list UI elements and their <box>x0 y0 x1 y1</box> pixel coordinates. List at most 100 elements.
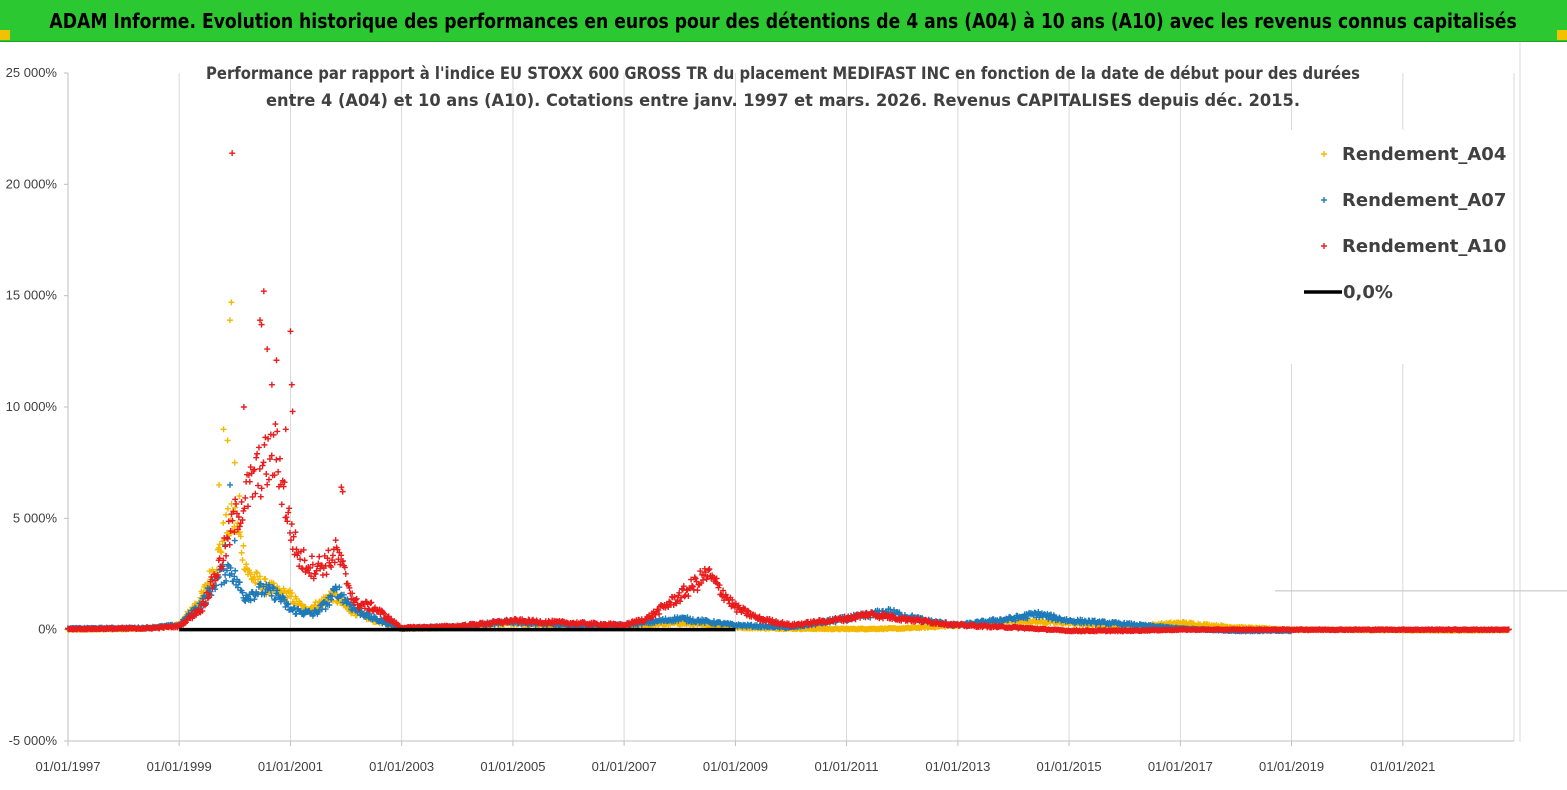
data-point-peak <box>236 493 243 500</box>
data-point <box>223 567 230 574</box>
data-point <box>238 549 245 556</box>
data-point <box>215 544 222 551</box>
data-point <box>252 579 259 586</box>
data-point <box>251 573 258 580</box>
data-points <box>65 150 1512 635</box>
data-point <box>350 602 357 609</box>
data-point <box>270 585 277 592</box>
data-point <box>272 596 279 603</box>
data-point <box>266 581 273 588</box>
series-A10 <box>65 150 1512 635</box>
data-point <box>291 604 298 611</box>
data-point <box>268 592 275 599</box>
x-tick-label: 01/01/2013 <box>925 759 990 774</box>
y-tick-labels: -5 000%0%5 000%10 000%15 000%20 000%25 0… <box>6 65 68 748</box>
data-point <box>227 564 234 571</box>
data-point <box>255 576 262 583</box>
data-point <box>226 530 233 537</box>
data-point <box>333 598 340 605</box>
performance-chart: -5 000%0%5 000%10 000%15 000%20 000%25 0… <box>0 42 1567 790</box>
data-point-peak <box>220 426 227 433</box>
data-point <box>243 561 250 568</box>
chart-title-line: Performance par rapport à l'indice EU ST… <box>206 64 1360 84</box>
data-point <box>311 602 318 609</box>
x-tick-label: 01/01/2019 <box>1259 759 1324 774</box>
legend-label: Rendement_A04 <box>1342 144 1506 165</box>
data-point <box>247 571 254 578</box>
data-point <box>1048 611 1055 618</box>
data-point-peak <box>231 537 238 544</box>
data-point <box>236 579 243 586</box>
data-point <box>1035 608 1042 615</box>
data-point <box>220 519 227 526</box>
data-point <box>204 595 211 602</box>
data-point <box>231 573 238 580</box>
x-tick-label: 01/01/2007 <box>592 759 657 774</box>
legend-label: Rendement_A10 <box>1342 236 1506 257</box>
data-point <box>334 594 341 601</box>
data-point <box>253 569 260 576</box>
data-point <box>896 609 903 616</box>
y-tick-label: 10 000% <box>6 399 58 414</box>
data-point <box>288 589 295 596</box>
data-point <box>239 589 246 596</box>
data-point <box>207 588 214 595</box>
data-point-peak <box>216 481 223 488</box>
y-tick-label: -5 000% <box>9 733 58 748</box>
data-point-peak <box>231 459 238 466</box>
data-point <box>201 592 208 599</box>
data-point <box>332 590 339 597</box>
data-point <box>181 620 188 627</box>
legend-item-A04: Rendement_A04 <box>1321 144 1506 165</box>
legend-item-A10: Rendement_A10 <box>1321 236 1506 257</box>
y-tick-label: 25 000% <box>6 65 58 80</box>
x-tick-label: 01/01/2021 <box>1370 759 1435 774</box>
corner-marker-top-left <box>0 30 10 40</box>
data-point <box>340 591 347 598</box>
data-point <box>332 583 339 590</box>
y-tick-label: 20 000% <box>6 176 58 191</box>
y-tick-label: 15 000% <box>6 288 58 303</box>
data-point <box>240 542 247 549</box>
report-title: ADAM Informe. Evolution historique des p… <box>49 8 1518 33</box>
data-point <box>271 596 278 603</box>
data-point <box>1024 615 1031 622</box>
data-point <box>247 597 254 604</box>
data-point <box>274 587 281 594</box>
data-point <box>347 601 354 608</box>
legend-label: Rendement_A07 <box>1342 190 1506 211</box>
data-point <box>281 596 288 603</box>
data-point <box>328 596 335 603</box>
x-tick-label: 01/01/2011 <box>815 759 879 774</box>
data-point <box>237 533 244 540</box>
data-point <box>199 607 206 614</box>
data-point <box>239 557 246 564</box>
x-tick-label: 01/01/2005 <box>480 759 545 774</box>
data-point <box>217 548 224 555</box>
data-point-peak <box>227 481 234 488</box>
data-point <box>224 505 231 512</box>
data-point <box>329 593 336 600</box>
data-point <box>322 606 329 613</box>
data-point <box>336 584 343 591</box>
data-point <box>285 600 292 607</box>
data-point <box>312 599 319 606</box>
data-point-peak <box>224 437 231 444</box>
data-point <box>223 577 230 584</box>
data-point <box>326 601 333 608</box>
data-point <box>254 570 261 577</box>
data-point <box>251 596 258 603</box>
data-point <box>687 615 694 622</box>
data-point <box>218 549 225 556</box>
x-tick-label: 01/01/2015 <box>1037 759 1102 774</box>
data-point <box>232 504 239 511</box>
x-tick-labels: 01/01/1997 01/01/1999 01/01/2001 01/01/2003… <box>35 741 1435 774</box>
data-point <box>269 584 276 591</box>
data-point <box>205 594 212 601</box>
data-point <box>256 573 263 580</box>
x-tick-label: 01/01/2001 <box>258 759 323 774</box>
chart-title-line: entre 4 (A04) et 10 ans (A10). Cotations… <box>266 91 1300 111</box>
x-tick-label: 01/01/2003 <box>369 759 434 774</box>
data-point <box>316 607 323 614</box>
report-banner: ADAM Informe. Evolution historique des p… <box>0 0 1567 42</box>
